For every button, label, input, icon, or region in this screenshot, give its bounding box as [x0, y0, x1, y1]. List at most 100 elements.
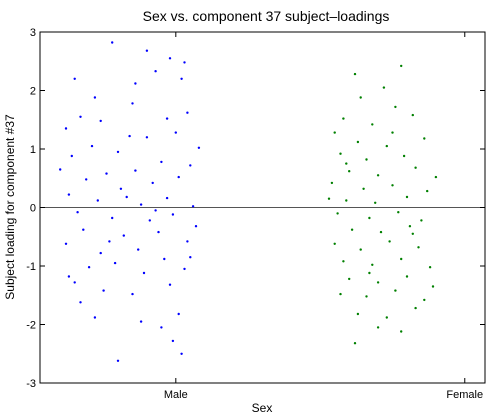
data-point-male	[99, 119, 102, 123]
y-tick-label: 0	[30, 203, 36, 215]
data-point-male	[90, 144, 94, 148]
data-point-male	[64, 242, 68, 245]
data-point-female	[428, 266, 432, 269]
data-point-male	[160, 160, 163, 164]
data-point-female	[333, 131, 336, 134]
y-tick-label: 3	[30, 27, 36, 39]
data-point-female	[423, 298, 426, 302]
data-point-female	[391, 131, 394, 134]
data-point-male	[131, 292, 134, 296]
data-point-male	[148, 219, 151, 222]
chart-title: Sex vs. component 37 subject–loadings	[143, 8, 390, 24]
data-point-female	[391, 184, 394, 187]
data-point-male	[93, 316, 97, 319]
data-point-male	[93, 96, 97, 99]
data-point-male	[183, 267, 186, 271]
data-point-male	[171, 213, 175, 216]
data-point-male	[145, 49, 149, 52]
data-point-female	[408, 225, 412, 228]
data-point-female	[376, 281, 380, 284]
data-point-male	[174, 131, 177, 134]
y-tick-label: 2	[30, 86, 36, 98]
y-tick-label: 1	[30, 144, 36, 156]
data-point-male	[73, 281, 76, 284]
data-point-female	[417, 246, 420, 249]
data-point-female	[353, 342, 357, 345]
data-point-male	[177, 312, 180, 316]
y-tick-label: -3	[26, 378, 36, 390]
data-point-male	[116, 359, 120, 362]
data-point-female	[345, 162, 348, 165]
data-point-female	[336, 212, 339, 215]
data-point-female	[348, 277, 351, 281]
data-point-female	[348, 170, 351, 173]
data-point-female	[327, 197, 331, 200]
data-point-female	[365, 295, 368, 298]
data-point-male	[189, 164, 192, 167]
data-point-female	[394, 289, 397, 292]
data-point-female	[420, 219, 423, 222]
data-point-male	[76, 211, 79, 214]
data-point-male	[139, 203, 143, 206]
y-tick-label: -1	[26, 261, 36, 273]
data-point-male	[157, 230, 160, 234]
data-point-male	[102, 289, 105, 292]
data-point-male	[139, 320, 143, 323]
data-point-female	[400, 330, 403, 333]
data-point-female	[356, 140, 360, 144]
data-point-female	[400, 257, 403, 261]
data-point-male	[183, 61, 186, 64]
data-point-male	[79, 301, 82, 304]
y-tick-label: -2	[26, 320, 36, 332]
data-point-male	[122, 234, 126, 237]
data-point-female	[414, 166, 417, 169]
data-point-female	[376, 326, 380, 329]
data-point-female	[371, 123, 374, 126]
data-point-female	[411, 232, 414, 235]
data-point-male	[180, 77, 183, 81]
data-point-male	[137, 248, 140, 251]
data-point-female	[345, 199, 348, 202]
data-point-male	[186, 111, 189, 114]
data-point-female	[371, 263, 374, 266]
data-point-male	[99, 251, 102, 255]
data-point-male	[64, 127, 68, 130]
data-point-female	[368, 216, 371, 220]
data-point-male	[160, 326, 163, 329]
data-point-male	[180, 352, 183, 355]
data-point-female	[379, 230, 383, 234]
data-point-male	[189, 256, 192, 259]
data-point-female	[362, 187, 365, 190]
data-point-female	[333, 242, 336, 245]
data-point-male	[145, 136, 149, 139]
data-point-male	[168, 283, 172, 286]
data-point-male	[154, 70, 157, 73]
data-point-female	[426, 189, 429, 193]
data-point-male	[116, 150, 120, 154]
data-point-male	[194, 225, 198, 228]
data-point-male	[59, 168, 62, 171]
data-point-male	[154, 209, 157, 212]
data-point-female	[359, 96, 362, 99]
data-point-female	[356, 312, 360, 316]
data-point-female	[330, 181, 334, 185]
data-point-female	[376, 174, 380, 177]
x-tick-label-male: Male	[164, 389, 188, 401]
data-point-male	[191, 205, 195, 208]
data-point-female	[342, 260, 345, 263]
data-point-male	[70, 154, 74, 158]
x-tick-label-female: Female	[446, 389, 483, 401]
data-point-female	[350, 228, 354, 231]
data-point-female	[359, 248, 362, 251]
data-point-female	[397, 211, 400, 214]
data-point-male	[85, 178, 88, 181]
data-point-female	[394, 105, 397, 109]
data-point-male	[87, 266, 91, 269]
data-point-male	[82, 228, 85, 231]
data-point-male	[79, 115, 82, 119]
data-point-male	[119, 187, 123, 190]
data-point-male	[163, 257, 166, 261]
data-point-female	[339, 152, 342, 155]
data-point-female	[431, 285, 435, 288]
